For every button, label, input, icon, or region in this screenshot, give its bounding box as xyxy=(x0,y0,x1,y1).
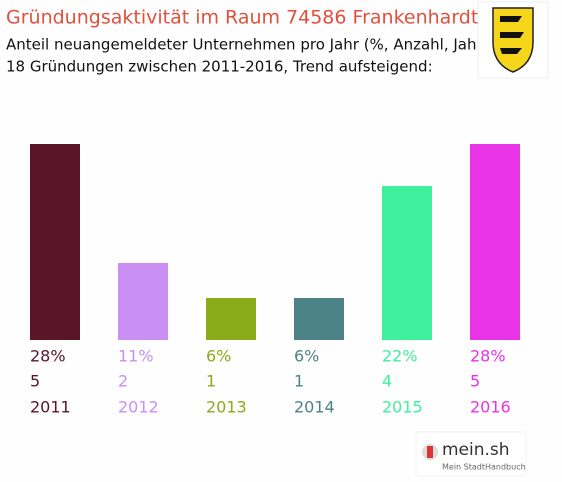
brand: mein.sh xyxy=(442,440,510,460)
bar xyxy=(118,263,168,340)
bar xyxy=(30,144,80,340)
count-label: 4 xyxy=(382,372,392,391)
value-label: 28% xyxy=(470,347,506,366)
count-label: 1 xyxy=(206,372,216,391)
subtitle: 18 Gründungen zwischen 2011-2016, Trend … xyxy=(6,58,433,76)
value-label: 11% xyxy=(118,347,154,366)
x-tick-label: 2012 xyxy=(118,398,159,417)
x-tick-label: 2011 xyxy=(30,398,71,417)
x-tick-label: 2013 xyxy=(206,398,247,417)
bar xyxy=(382,186,432,340)
count-label: 5 xyxy=(470,372,480,391)
bar xyxy=(470,144,520,340)
subtitle: Anteil neuangemeldeter Unternehmen pro J… xyxy=(6,36,489,54)
x-tick-label: 2015 xyxy=(382,398,423,417)
value-label: 22% xyxy=(382,347,418,366)
bar xyxy=(206,298,256,340)
coat-of-arms xyxy=(477,1,549,79)
value-label: 6% xyxy=(206,347,231,366)
value-label: 6% xyxy=(294,347,319,366)
value-label: 28% xyxy=(30,347,66,366)
chart-title: Gründungsaktivität im Raum 74586 Franken… xyxy=(6,7,478,29)
tagline: Mein StadtHandbuch xyxy=(442,463,526,472)
count-label: 5 xyxy=(30,372,40,391)
x-tick-label: 2016 xyxy=(470,398,511,417)
x-tick-label: 2014 xyxy=(294,398,335,417)
count-label: 1 xyxy=(294,372,304,391)
footer-logo: mein.sh Mein StadtHandbuch xyxy=(415,431,527,477)
bar xyxy=(294,298,344,340)
count-label: 2 xyxy=(118,372,128,391)
